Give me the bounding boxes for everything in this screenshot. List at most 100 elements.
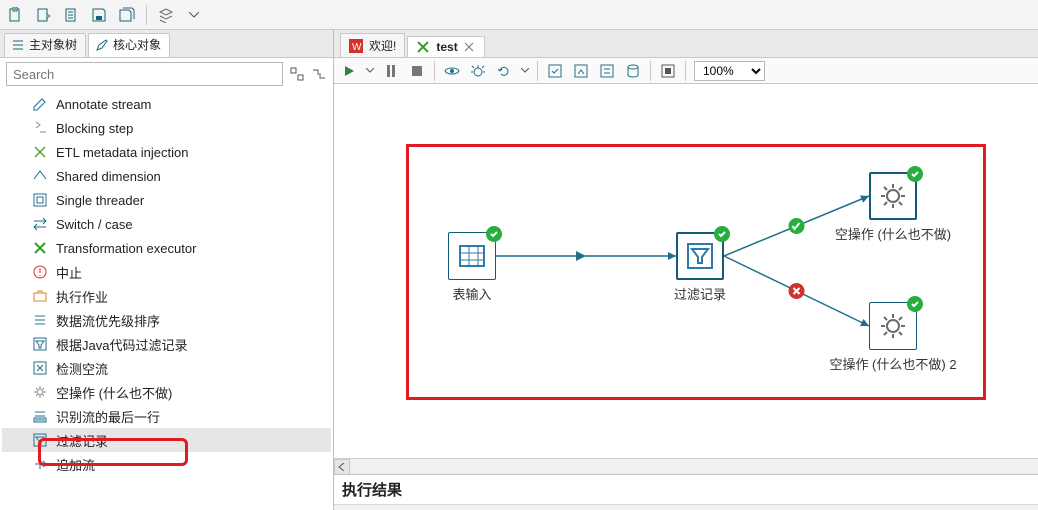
zoom-select[interactable]: 100%: [694, 61, 765, 81]
pause-icon[interactable]: [382, 62, 400, 80]
verify-icon[interactable]: [546, 62, 564, 80]
editor-tab-test[interactable]: test: [407, 36, 484, 57]
tree-item-label: 追加流: [56, 455, 95, 474]
canvas[interactable]: 表输入过滤记录空操作 (什么也不做)空操作 (什么也不做) 2: [334, 84, 1038, 474]
tree-item-null-op[interactable]: 空操作 (什么也不做): [2, 380, 331, 404]
tree-item-filter-records[interactable]: 过滤记录: [2, 428, 331, 452]
check-badge-icon: [714, 226, 730, 242]
dim-icon: [32, 168, 48, 184]
pencil-icon: [95, 38, 109, 52]
tab-label: test: [436, 40, 457, 54]
show-results-icon[interactable]: [659, 62, 677, 80]
switch-icon: [32, 216, 48, 232]
filter-icon: [32, 336, 48, 352]
search-row: [0, 58, 333, 90]
results-title-bar: 执行结果: [334, 474, 1038, 504]
main-toolbar: [0, 0, 1038, 30]
tree-item-etl-meta[interactable]: ETL metadata injection: [2, 140, 331, 164]
canvas-node-label: 表输入: [398, 284, 546, 303]
job-icon: [32, 288, 48, 304]
toolbar-separator: [537, 61, 538, 81]
canvas-node-label: 空操作 (什么也不做) 2: [819, 354, 967, 373]
tree-item-label: Blocking step: [56, 121, 133, 136]
canvas-node-label: 过滤记录: [626, 284, 774, 303]
sql-icon[interactable]: [598, 62, 616, 80]
tree-item-switch-case[interactable]: Switch / case: [2, 212, 331, 236]
tree-item-shared-dimension[interactable]: Shared dimension: [2, 164, 331, 188]
toolbar-separator: [434, 61, 435, 81]
debug-icon[interactable]: [469, 62, 487, 80]
close-icon[interactable]: [464, 41, 476, 53]
new-file-icon[interactable]: [6, 6, 24, 24]
gear-icon: [32, 384, 48, 400]
chevron-down-icon[interactable]: [521, 68, 529, 73]
tree-item-label: 检测空流: [56, 359, 108, 378]
tree-item-label: Switch / case: [56, 217, 133, 232]
tree-item-last-row[interactable]: 识别流的最后一行: [2, 404, 331, 428]
tab-core-objects[interactable]: 核心对象: [88, 33, 170, 57]
object-tree[interactable]: Annotate stream Blocking step ETL metadata…: [0, 90, 333, 510]
tree-item-blocking-step[interactable]: Blocking step: [2, 116, 331, 140]
right-panel: W 欢迎! test: [334, 30, 1038, 510]
editor-tab-bar: W 欢迎! test: [334, 30, 1038, 58]
collapse-all-icon[interactable]: [311, 66, 327, 82]
replay-icon[interactable]: [495, 62, 513, 80]
tree-item-java-filter[interactable]: 根据Java代码过滤记录: [2, 332, 331, 356]
toolbar-separator: [685, 61, 686, 81]
check-badge-icon: [907, 166, 923, 182]
toolbar-separator: [650, 61, 651, 81]
layers-icon[interactable]: [157, 6, 175, 24]
left-panel: 主对象树 核心对象 Annota: [0, 30, 334, 510]
dropdown-icon[interactable]: [185, 6, 203, 24]
tab-label: 欢迎!: [369, 37, 396, 54]
inject-icon: [32, 144, 48, 160]
tree-item-label: 中止: [56, 263, 82, 282]
expand-all-icon[interactable]: [289, 66, 305, 82]
tree-item-label: Transformation executor: [56, 241, 196, 256]
append-icon: [32, 456, 48, 472]
tree-item-label: 执行作业: [56, 287, 108, 306]
tree-item-label: 过滤记录: [56, 431, 108, 450]
execgreen-icon: [32, 240, 48, 256]
tree-item-abort[interactable]: 中止: [2, 260, 331, 284]
tree-item-label: Single threader: [56, 193, 144, 208]
save-icon[interactable]: [90, 6, 108, 24]
tree-item-prioritize[interactable]: 数据流优先级排序: [2, 308, 331, 332]
thread-icon: [32, 192, 48, 208]
scroll-left-icon[interactable]: [334, 459, 350, 475]
tree-item-append[interactable]: 追加流: [2, 452, 331, 476]
chevron-down-icon[interactable]: [366, 68, 374, 73]
open-file-icon[interactable]: [34, 6, 52, 24]
tree-item-label: ETL metadata injection: [56, 145, 188, 160]
tree-item-exec-job[interactable]: 执行作业: [2, 284, 331, 308]
results-tabstrip: [334, 504, 1038, 510]
detect-icon: [32, 360, 48, 376]
check-badge-icon: [907, 296, 923, 312]
svg-text:W: W: [352, 42, 362, 53]
tree-item-annotate-stream[interactable]: Annotate stream: [2, 92, 331, 116]
search-input[interactable]: [6, 62, 283, 86]
left-tab-bar: 主对象树 核心对象: [0, 30, 333, 58]
explore-db-icon[interactable]: [624, 62, 642, 80]
annotate-icon: [32, 96, 48, 112]
preview-icon[interactable]: [443, 62, 461, 80]
toolbar-separator: [146, 5, 147, 25]
play-icon[interactable]: [340, 62, 358, 80]
editor-tab-welcome[interactable]: W 欢迎!: [340, 33, 405, 57]
horizontal-scrollbar[interactable]: [334, 458, 1038, 474]
tree-item-single-threader[interactable]: Single threader: [2, 188, 331, 212]
tab-label: 核心对象: [113, 36, 161, 53]
tree-item-detect-empty[interactable]: 检测空流: [2, 356, 331, 380]
stop-icon[interactable]: [408, 62, 426, 80]
impact-icon[interactable]: [572, 62, 590, 80]
tree-item-transform-exec[interactable]: Transformation executor: [2, 236, 331, 260]
doc-icon[interactable]: [62, 6, 80, 24]
tab-label: 主对象树: [29, 36, 77, 53]
abort-icon: [32, 264, 48, 280]
tab-main-tree[interactable]: 主对象树: [4, 33, 86, 57]
editor-toolbar: 100%: [334, 58, 1038, 84]
filter-icon: [32, 432, 48, 448]
priority-icon: [32, 312, 48, 328]
test-tab-icon: [416, 40, 430, 54]
save-all-icon[interactable]: [118, 6, 136, 24]
